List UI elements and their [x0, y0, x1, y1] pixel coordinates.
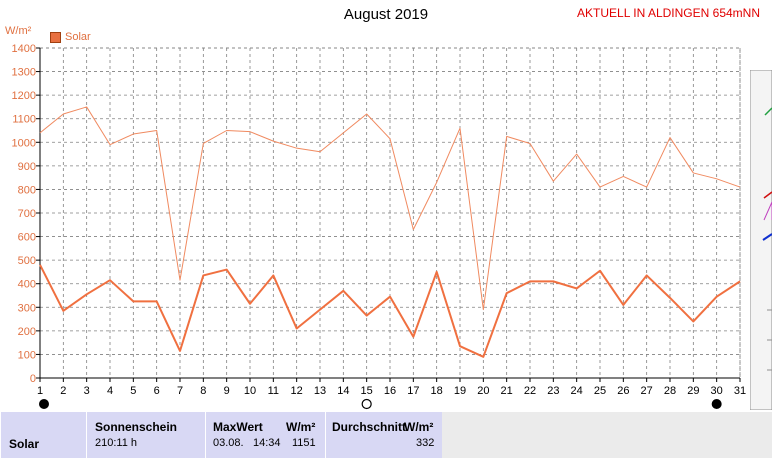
y-tick-label: 200	[18, 326, 36, 338]
legend: Solar	[50, 31, 91, 43]
chart-title: August 2019	[343, 6, 429, 23]
y-tick-label: 600	[18, 232, 36, 244]
x-tick-label: 7	[177, 385, 183, 397]
average-value: 332	[416, 437, 435, 449]
x-tick-label: 8	[200, 385, 206, 397]
footer-sunshine-cell: Sonnenschein 210:11 h	[86, 412, 205, 458]
y-tick-label: 500	[18, 255, 36, 267]
x-tick-label: 30	[711, 385, 723, 397]
y-tick-label: 100	[18, 349, 36, 361]
x-tick-label: 15	[361, 385, 373, 397]
station-label: AKTUELL IN ALDINGEN 654mNN	[577, 6, 760, 20]
max-date: 03.08.	[213, 437, 244, 449]
full-moon-icon	[361, 398, 372, 410]
x-tick-label: 29	[687, 385, 699, 397]
y-tick-label: 1100	[12, 114, 36, 126]
new-moon-icon	[711, 399, 722, 409]
x-tick-label: 27	[641, 385, 653, 397]
series-line-daily-max	[39, 106, 741, 311]
max-header: MaxWert	[213, 420, 263, 434]
max-time: 14:34	[253, 437, 281, 449]
chart-grid	[39, 47, 741, 379]
y-tick-label: 1200	[12, 90, 36, 102]
footer-row-label-cell: Solar	[0, 412, 86, 458]
x-tick-label: 5	[130, 385, 136, 397]
x-tick-label: 18	[431, 385, 443, 397]
x-tick-label: 23	[547, 385, 559, 397]
x-tick-label: 24	[571, 385, 583, 397]
solar-chart: 0 100 200 300 400 500 600 700 800 900 1000 1100 1200…	[12, 43, 746, 410]
average-unit: W/m²	[404, 420, 434, 434]
x-tick-label: 22	[524, 385, 536, 397]
x-tick-label: 2	[60, 385, 66, 397]
y-axis: 0 100 200 300 400 500 600 700 800 900 1000 1100 1200…	[12, 43, 41, 385]
legend-label: Solar	[65, 31, 91, 43]
x-tick-label: 4	[107, 385, 113, 397]
moon-phase-markers	[39, 398, 722, 410]
sunshine-header: Sonnenschein	[95, 420, 178, 434]
new-moon-icon	[39, 399, 49, 409]
x-tick-label: 19	[454, 385, 466, 397]
x-tick-label: 13	[314, 385, 326, 397]
footer-max-cell: MaxWert W/m² 03.08. 14:34 1151	[205, 412, 325, 458]
series-line-daily-mean	[39, 264, 741, 358]
sunshine-value: 210:11 h	[95, 437, 138, 449]
x-tick-label: 16	[384, 385, 396, 397]
average-header: Durchschnitt	[332, 420, 407, 434]
x-tick-label: 1	[37, 385, 43, 397]
x-tick-label: 31	[734, 385, 746, 397]
x-axis: 1 2 3 4 5 6 7 8 9 10 11 12 13 14 15 16 17 18 19 20 21 22 23 24 2…	[37, 377, 746, 397]
y-tick-label: 900	[18, 161, 36, 173]
x-tick-label: 11	[268, 385, 279, 397]
y-tick-label: 1300	[12, 67, 36, 79]
x-tick-label: 14	[337, 385, 349, 397]
y-tick-label: 0	[30, 373, 36, 385]
y-tick-label: 700	[18, 208, 36, 220]
chart-series	[39, 106, 741, 358]
max-unit: W/m²	[286, 420, 316, 434]
x-tick-label: 9	[224, 385, 230, 397]
footer-average-cell: Durchschnitt W/m² 332	[325, 412, 442, 458]
summary-footer: Solar Sonnenschein 210:11 h MaxWert W/m²…	[0, 412, 772, 458]
x-tick-label: 12	[291, 385, 303, 397]
x-tick-label: 28	[664, 385, 676, 397]
x-tick-label: 3	[84, 385, 90, 397]
y-tick-label: 400	[18, 279, 36, 291]
y-tick-label: 1400	[12, 43, 36, 55]
x-tick-label: 17	[407, 385, 419, 397]
x-tick-label: 20	[477, 385, 489, 397]
footer-row-label: Solar	[9, 437, 40, 451]
y-tick-label: 1000	[12, 137, 36, 149]
x-tick-label: 21	[501, 385, 513, 397]
x-tick-label: 25	[594, 385, 606, 397]
y-tick-label: 300	[18, 302, 36, 314]
max-value: 1151	[292, 437, 316, 449]
y-tick-label: 800	[18, 184, 36, 196]
x-tick-label: 10	[244, 385, 256, 397]
legend-swatch	[50, 31, 61, 43]
x-tick-label: 6	[154, 385, 160, 397]
y-axis-unit: W/m²	[5, 25, 32, 37]
side-preview-strip	[750, 70, 772, 410]
x-tick-label: 26	[617, 385, 629, 397]
